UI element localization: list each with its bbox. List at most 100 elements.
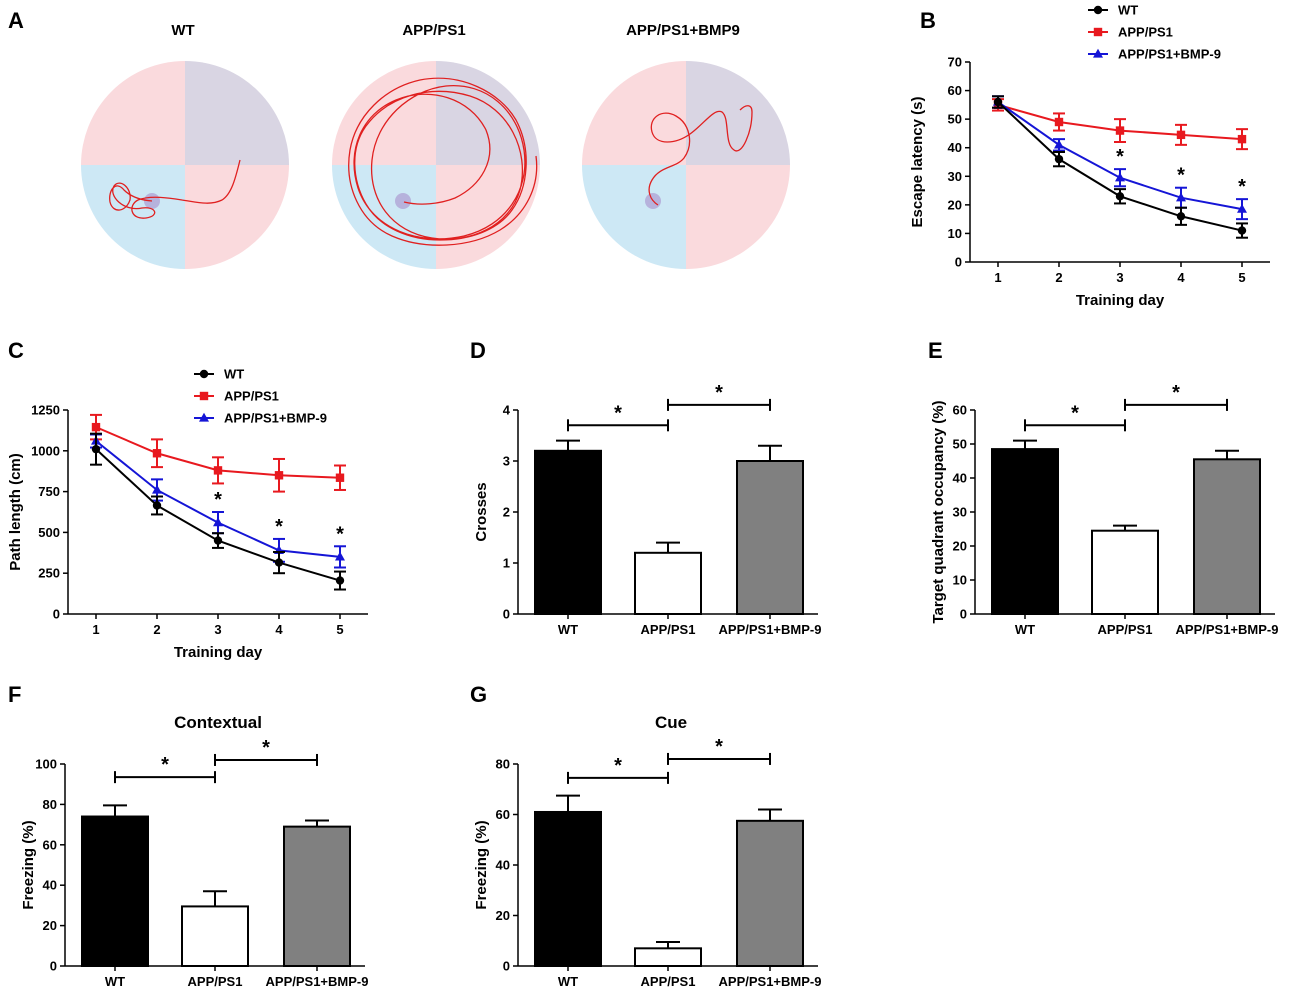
x-axis-label: Training day [174,644,263,661]
data-point-circle [1054,154,1064,164]
quadrant-nw [81,61,185,165]
panel-label-b: B [920,8,936,33]
maze-wt: WT [81,22,289,269]
significance-star: * [214,489,222,511]
y-tick-label: 2 [503,505,510,520]
x-tick-label: 3 [214,622,221,637]
y-tick-label: 20 [948,197,962,212]
legend-label: WT [1118,3,1138,18]
significance-bracket: * [114,754,216,784]
data-point-triangle [1054,139,1064,149]
x-tick-label: APP/PS1 [641,622,696,637]
significance-star: * [715,736,723,758]
y-axis-label: Crosses [473,482,490,541]
legend-label: APP/PS1+BMP-9 [1118,47,1221,62]
quadrant-nw [582,61,686,165]
quadrant-sw [81,165,185,269]
maze-title-app: APP/PS1 [402,22,465,39]
significance-bracket: * [1024,402,1126,432]
legend-entry: APP/PS1 [194,389,279,404]
y-tick-label: 50 [953,437,967,452]
y-tick-label: 1 [503,556,510,571]
data-point-triangle [1115,172,1125,182]
x-tick-label: WT [558,622,578,637]
legend-entry: APP/PS1+BMP-9 [194,411,327,426]
x-tick-label: APP/PS1+BMP-9 [719,622,822,637]
x-tick-label: 5 [1238,270,1245,285]
bar-0 [991,448,1059,615]
x-tick-label: 2 [1055,270,1062,285]
y-tick-label: 4 [503,403,511,418]
y-tick-label: 30 [953,505,967,520]
y-tick-label: 500 [38,525,60,540]
quadrant-ne [686,61,790,165]
quadrant-sw [332,165,436,269]
chart-escape-latency: 0 10 20 30 40 50 60 70 1 2 3 4 5 Training day Escape l… [909,3,1270,309]
chart-freezing-contextual: 0 20 40 60 80 100 Freezing (%) Contextual WT APP/… [20,713,368,989]
significance-star: * [336,523,344,545]
chart-crosses: 0 1 2 3 4 Crosses WT APP/PS1 APP/PS1+BMP-9 * * [473,382,821,637]
data-point-triangle [1176,192,1186,202]
x-tick-label: 5 [336,622,343,637]
legend-label: APP/PS1+BMP-9 [224,411,327,426]
x-tick-label: APP/PS1 [641,974,696,989]
data-point-square [199,391,209,401]
legend-entry: WT [1088,3,1138,18]
y-tick-label: 10 [953,573,967,588]
data-point-circle [91,444,101,454]
y-tick-label: 0 [960,607,967,622]
y-tick-label: 50 [948,112,962,127]
y-tick-label: 100 [35,757,57,772]
y-tick-label: 40 [948,140,962,155]
significance-bracket: * [667,382,771,411]
data-point-triangle [152,484,162,494]
bar-0 [534,810,602,967]
significance-bracket: * [567,755,669,784]
maze-title-bmp: APP/PS1+BMP9 [626,22,740,39]
maze-app-pool [332,61,540,269]
x-tick-label: APP/PS1 [1098,622,1153,637]
x-tick-label: 4 [275,622,283,637]
data-point-square [1115,126,1125,135]
y-tick-label: 20 [43,918,57,933]
panel-label-f: F [8,682,21,707]
swim-path-app [348,77,538,246]
x-tick-label: APP/PS1+BMP-9 [266,974,369,989]
data-point-circle [1093,5,1103,15]
significance-bracket: * [214,737,318,766]
significance-bracket: * [567,402,669,432]
quadrant-nw [332,61,436,165]
bar-2 [736,819,804,967]
data-point-square [152,449,162,458]
maze-bmp: APP/PS1+BMP9 [582,22,790,269]
chart-title: Contextual [174,713,262,732]
x-tick-label: 3 [1116,270,1123,285]
x-tick-label: APP/PS1 [188,974,243,989]
legend-entry: APP/PS1 [1088,25,1173,40]
bar-1 [181,905,249,967]
quadrant-ne [436,61,540,165]
chart-title: Cue [655,713,687,732]
data-point-circle [1176,212,1186,221]
significance-star: * [1071,402,1079,424]
x-tick-label: WT [558,974,578,989]
legend-entry: APP/PS1+BMP-9 [1088,47,1221,62]
bar-0 [81,815,149,968]
significance-star: * [262,737,270,759]
y-tick-label: 0 [503,607,510,622]
y-tick-label: 3 [503,454,510,469]
y-tick-label: 40 [496,858,510,873]
maze-title-wt: WT [171,22,194,39]
chart-target-quadrant: 0 10 20 30 40 50 60 Target quadrant occupancy (… [930,382,1278,637]
panel-label-d: D [470,338,486,363]
data-point-circle [199,369,209,379]
data-point-circle [213,536,223,545]
maze-bmp-pool [582,61,790,269]
panel-label-a: A [8,8,24,33]
data-point-square [91,422,101,432]
data-point-circle [335,576,345,585]
series-wt [90,432,346,591]
y-tick-label: 750 [38,484,60,499]
y-tick-label: 250 [38,566,60,581]
